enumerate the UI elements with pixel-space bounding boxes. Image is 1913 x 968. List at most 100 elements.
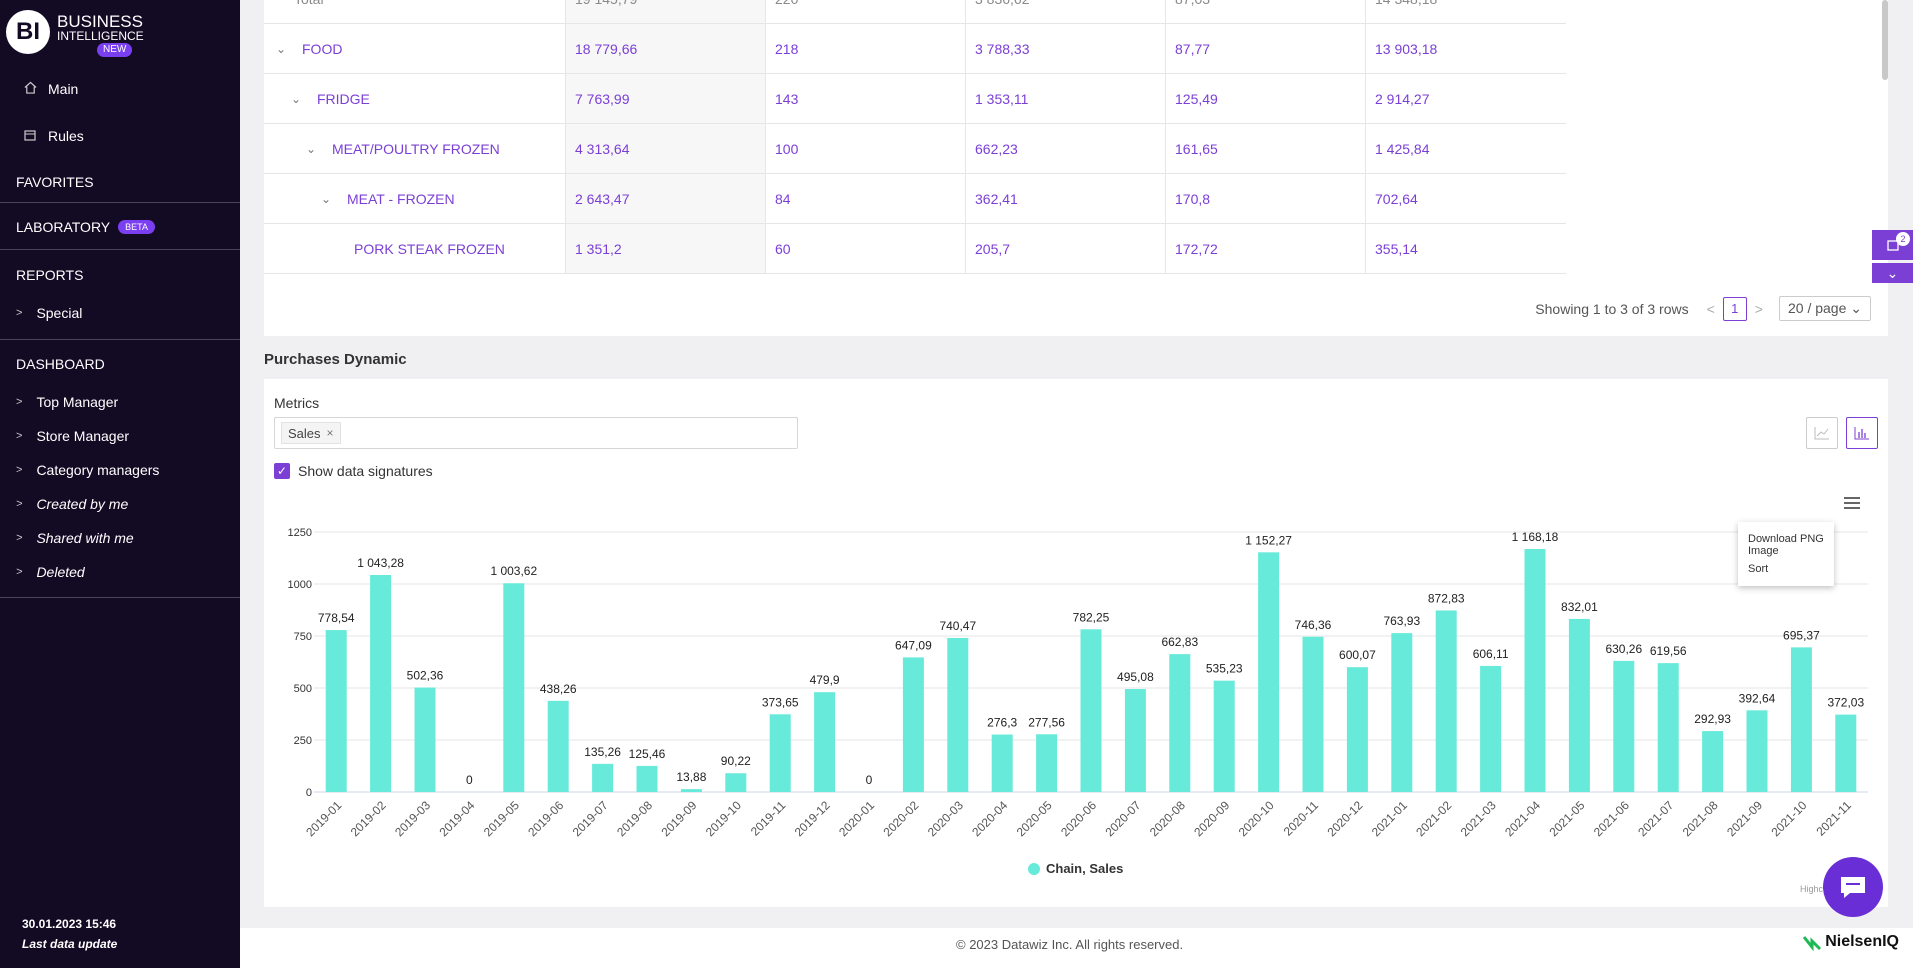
x-tick-label: 2020-09 [1191,798,1232,839]
chart-bar[interactable] [1480,665,1502,792]
sidebar-item-rules[interactable]: Rules [0,126,240,146]
bar-chart-button[interactable] [1846,417,1878,449]
chevron-right-icon: > [16,307,23,319]
remove-tag-icon[interactable]: × [326,426,334,440]
chart-bar[interactable] [503,583,525,792]
data-label: 606,11 [1473,647,1509,661]
chart-bar[interactable] [1124,689,1146,792]
chart-bar[interactable] [769,714,791,792]
home-icon [22,81,38,97]
chart-credits[interactable]: Highc [1800,884,1824,894]
data-label: 782,25 [1073,610,1110,624]
chevron-right-icon: > [16,464,23,476]
table-row[interactable]: ⌄ FRIDGE 7 763,99 143 1 353,11 125,49 2 914,27 [264,74,1566,124]
page-1-button[interactable]: 1 [1722,296,1747,321]
chart-bar[interactable] [1346,667,1368,792]
collapse-tab-button[interactable]: ⌄ [1872,263,1913,283]
chart-bar[interactable] [1036,734,1058,792]
chart-bar[interactable] [1080,629,1102,792]
chart-bar[interactable] [1169,654,1191,792]
table-cell: 60 [765,224,965,273]
chart-bar[interactable] [1435,610,1457,792]
chevron-right-icon: > [16,430,23,442]
chart-bar[interactable] [414,687,436,792]
sort-item[interactable]: Sort [1748,563,1769,575]
chart-bar[interactable] [1524,549,1546,792]
chart-bar[interactable] [1302,636,1324,792]
line-chart-button[interactable] [1806,417,1838,449]
expand-chevron-icon[interactable]: ⌄ [276,41,287,56]
chart-bar[interactable] [1613,660,1635,792]
x-tick-label: 2021-04 [1502,798,1543,839]
table-cell: 1 353,11 [965,74,1165,123]
chart-bar[interactable] [592,763,614,792]
chart-bar[interactable] [725,773,747,792]
sidebar-item-shared-with-me[interactable]: > Shared with me [16,530,134,546]
chart-bar[interactable] [1835,714,1857,792]
table-row[interactable]: ⌄ MEAT/POULTRY FROZEN 4 313,64 100 662,23 161… [264,124,1566,174]
sidebar-item-main[interactable]: Main [0,79,240,99]
chart-bar[interactable] [947,637,969,792]
chart-bar[interactable] [680,789,702,792]
data-label: 277,56 [1028,715,1065,729]
favorites-heading[interactable]: FAVORITES [16,174,94,190]
chart-bar[interactable] [1568,618,1590,792]
sidebar-item-category-managers[interactable]: > Category managers [16,462,160,478]
sidebar-item-created-by-me[interactable]: > Created by me [16,496,129,512]
download-png-item[interactable]: Download PNG Image [1748,533,1824,557]
sidebar-item-special[interactable]: > Special [16,305,83,321]
y-tick-label: 500 [294,683,312,695]
sidebar-item-top-manager[interactable]: > Top Manager [16,394,119,410]
table-row[interactable]: ⌄ MEAT - FROZEN 2 643,47 84 362,41 170,8 702,6… [264,174,1566,224]
chart-bar[interactable] [902,657,924,792]
chart-bar[interactable] [1657,663,1679,792]
metric-tag: Sales × [281,422,341,444]
table-row[interactable]: ⌄ FOOD 18 779,66 218 3 788,33 87,77 13 903,18 [264,24,1566,74]
table-cell: 125,49 [1165,74,1365,123]
x-tick-label: 2020-07 [1102,798,1143,839]
expand-chevron-icon[interactable]: ⌄ [291,91,302,106]
chart-bar[interactable] [1790,647,1812,792]
sidebar-item-deleted[interactable]: > Deleted [16,564,85,580]
chart-bar[interactable] [1391,633,1413,792]
chart-bar[interactable] [1213,680,1235,792]
footer: © 2023 Datawiz Inc. All rights reserved.… [240,928,1913,968]
sidebar-item-store-manager[interactable]: > Store Manager [16,428,130,444]
scrollbar[interactable] [1882,0,1888,80]
chart-bar[interactable] [1746,710,1768,792]
table-row[interactable]: Total19 145,792203 836,6287,0314 348,18 [264,0,1566,24]
chart-bar[interactable] [547,700,569,792]
page-size-select[interactable]: 20 / page ⌄ [1778,296,1871,321]
metrics-select[interactable]: Sales × [274,417,798,449]
divider [0,202,240,203]
show-signatures-checkbox[interactable]: ✓ Show data signatures [274,463,433,479]
new-badge: NEW [97,43,133,57]
laboratory-heading[interactable]: LABORATORY BETA [16,219,155,235]
x-tick-label: 2021-06 [1591,798,1632,839]
table-cell: 170,8 [1165,174,1365,223]
row-name-cell: ⌄ MEAT - FROZEN [321,190,455,207]
filters-tab-button[interactable]: 2 [1872,230,1913,260]
chart-bar[interactable] [814,692,836,792]
chart-bar[interactable] [325,630,347,792]
prev-page-button[interactable]: < [1706,300,1715,317]
chat-button[interactable] [1823,857,1883,917]
dashboard-heading: DASHBOARD [16,356,105,372]
chart-bar[interactable] [991,734,1013,792]
chart-legend[interactable]: Chain, Sales [1028,861,1123,876]
chart-bar[interactable] [1702,731,1724,792]
bi-logo[interactable]: BI [6,10,50,54]
purchases-chart-card: Metrics Sales × ✓ Show data signatures 1… [264,379,1888,907]
expand-chevron-icon[interactable]: ⌄ [321,191,332,206]
expand-chevron-icon[interactable]: ⌄ [306,141,317,156]
chart-menu-icon[interactable] [1844,497,1860,512]
chart-bar[interactable] [370,574,392,792]
data-label: 662,83 [1161,635,1198,649]
table-row[interactable]: PORK STEAK FROZEN 1 351,2 60 205,7 172,72 355… [264,224,1566,274]
next-page-button[interactable]: > [1754,300,1763,317]
table-cell: 87,03 [1165,0,1365,23]
data-label: 695,37 [1783,628,1820,642]
chart-bar[interactable] [1258,552,1280,792]
table-cell: 18 779,66 [565,24,765,73]
chart-bar[interactable] [636,765,658,792]
